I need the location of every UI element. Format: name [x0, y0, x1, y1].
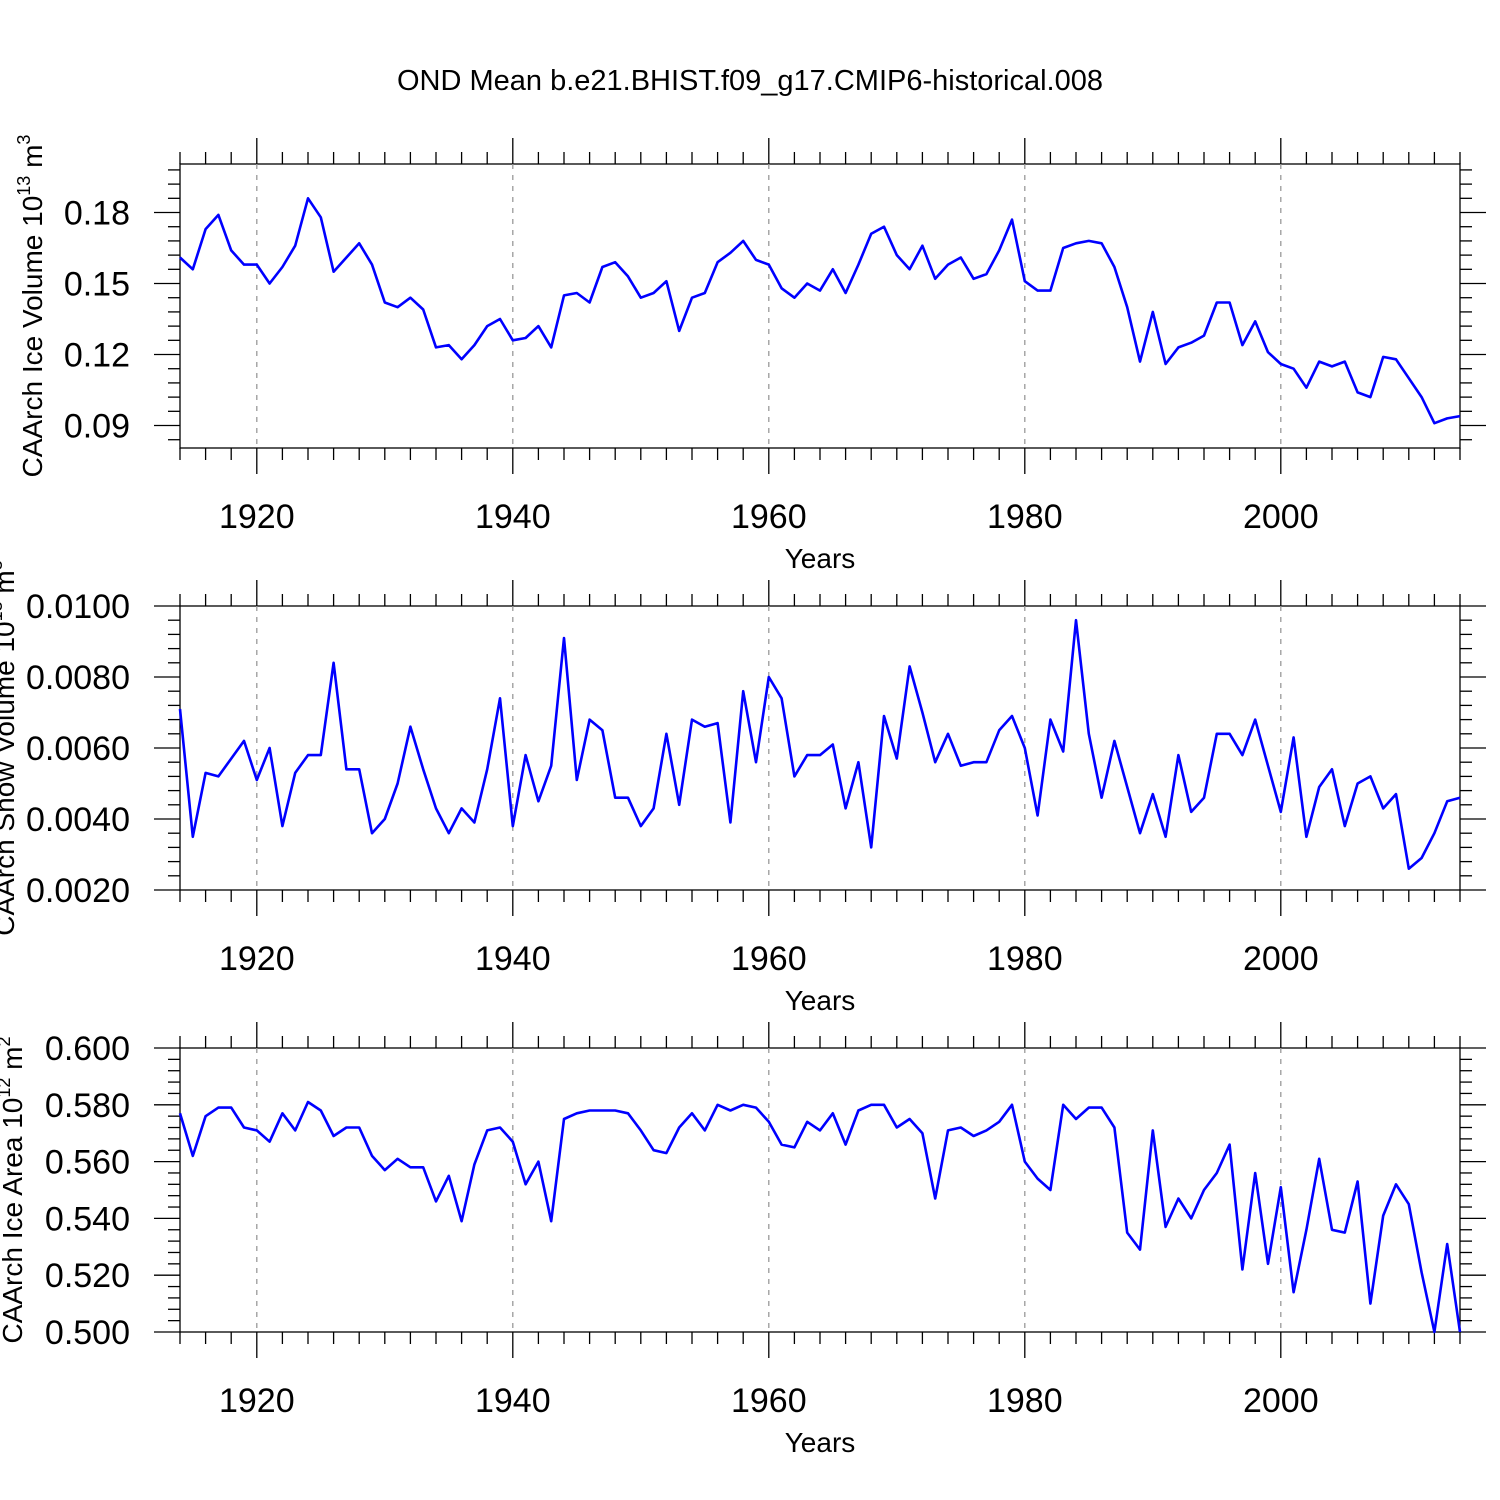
axis-ticks — [154, 138, 1486, 474]
plot-frame — [179, 163, 1461, 449]
x-tick-label: 1980 — [987, 498, 1063, 536]
x-tick-label: 1940 — [475, 1382, 551, 1420]
y-tick-label: 0.0040 — [26, 801, 130, 839]
x-tick-labels: 1920 1940 1960 1980 2000 — [219, 1382, 1319, 1420]
y-tick-label: 0.15 — [64, 266, 130, 304]
series-line-ice-volume — [179, 197, 1461, 425]
x-tick-label: 1920 — [219, 1382, 295, 1420]
x-tick-label: 2000 — [1243, 498, 1319, 536]
x-tick-label: 1960 — [731, 498, 807, 536]
figure-title: OND Mean b.e21.BHIST.f09_g17.CMIP6-histo… — [397, 65, 1103, 97]
y-tick-label: 0.600 — [45, 1030, 130, 1068]
x-tick-label: 1940 — [475, 498, 551, 536]
y-tick-label: 0.560 — [45, 1144, 130, 1182]
x-tick-label: 1940 — [475, 940, 551, 978]
y-tick-label: 0.540 — [45, 1200, 130, 1238]
y-tick-labels: 0.500 0.520 0.540 0.560 0.580 0.600 — [45, 1030, 130, 1352]
x-tick-label: 2000 — [1243, 940, 1319, 978]
x-tick-label: 2000 — [1243, 1382, 1319, 1420]
panel-snow-volume: 1920 1940 1960 1980 2000 0.00200.00400.00600… — [0, 560, 1486, 1016]
y-tick-label: 0.0080 — [26, 659, 130, 697]
series-line-ice-area — [178, 1100, 1462, 1334]
x-tick-label: 1960 — [731, 1382, 807, 1420]
panel-ice-area: 1920 1940 1960 1980 2000 0.500 0.520 0.540 0.56… — [0, 1022, 1486, 1458]
y-tick-label: 0.580 — [45, 1087, 130, 1125]
y-tick-label: 0.0100 — [26, 588, 130, 626]
x-tick-label: 1920 — [219, 498, 295, 536]
axis-ticks — [154, 580, 1486, 916]
plot-frame — [179, 605, 1461, 891]
y-tick-label: 0.09 — [64, 408, 130, 446]
panel-ice-volume: 1920 1940 1960 1980 2000 0.09 0.12 0.15 0.18 Ye… — [14, 135, 1486, 574]
x-tick-labels: 1920 1940 1960 1980 2000 — [219, 940, 1319, 978]
y-tick-labels: 0.09 0.12 0.15 0.18 — [64, 195, 130, 446]
x-axis-label: Years — [785, 543, 856, 574]
y-tick-label: 0.18 — [64, 195, 130, 233]
y-axis-label: CAArch Ice Volume 1013 m3 — [14, 135, 48, 478]
y-tick-label: 0.500 — [45, 1314, 130, 1352]
y-tick-label: 0.0020 — [26, 872, 130, 910]
grid-lines — [256, 164, 1282, 448]
grid-lines — [256, 1048, 1282, 1332]
x-tick-label: 1960 — [731, 940, 807, 978]
x-tick-label: 1980 — [987, 940, 1063, 978]
x-axis-label: Years — [785, 985, 856, 1016]
y-tick-label: 0.12 — [64, 337, 130, 375]
x-tick-labels: 1920 1940 1960 1980 2000 — [219, 498, 1319, 536]
axis-ticks — [154, 1022, 1486, 1358]
series-line-snow-volume — [178, 618, 1461, 871]
x-axis-label: Years — [785, 1427, 856, 1458]
plot-frame — [179, 1047, 1461, 1333]
y-tick-label: 0.0060 — [26, 730, 130, 768]
y-tick-label: 0.520 — [45, 1257, 130, 1295]
y-axis-label: CAArch Snow Volume 1013 m3 — [0, 560, 20, 936]
y-axis-label: CAArch Ice Area 1012 m2 — [0, 1036, 28, 1343]
grid-lines — [256, 606, 1282, 890]
x-tick-label: 1980 — [987, 1382, 1063, 1420]
x-tick-label: 1920 — [219, 940, 295, 978]
y-tick-labels: 0.0020 0.0040 0.0060 0.0080 0.0100 — [26, 588, 130, 910]
